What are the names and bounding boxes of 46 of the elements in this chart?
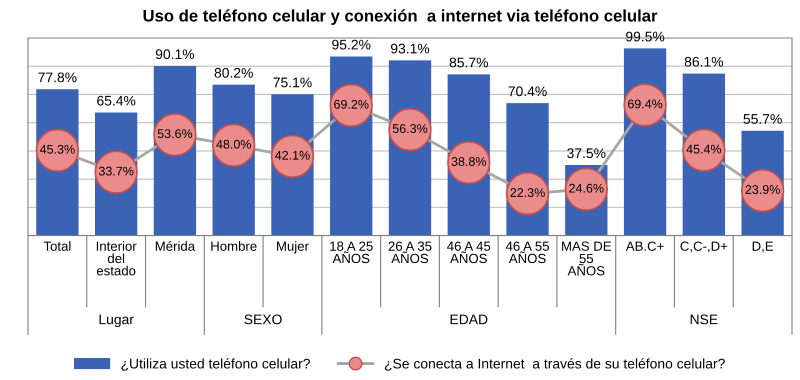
text: SEXO (244, 314, 282, 324)
text: EDAD (450, 314, 488, 324)
x-tick-label: 46 A 45 AÑOS (447, 242, 490, 264)
data-label: 69.2% (334, 100, 369, 109)
data-label: 56.3% (392, 124, 428, 134)
data-label: 22.3% (510, 188, 545, 197)
data-label: 93.1% (390, 44, 430, 54)
data-label: 24.6% (569, 184, 604, 193)
data-label: 80.2% (214, 68, 253, 78)
x-tick-label: 46 A 55 AÑOS (506, 242, 550, 264)
text: Lugar (100, 314, 134, 328)
data-label: 70.4% (508, 86, 547, 96)
x-tick-label: C,C-,D+ (680, 242, 728, 252)
legend-label: ¿Utiliza usted teléfono celular? (121, 358, 310, 371)
data-label: 48.0% (216, 140, 251, 149)
x-tick-label: MAS DE 55 AÑOS (562, 242, 612, 276)
x-tick-label: Mujer (277, 241, 309, 254)
text: NSE (690, 314, 718, 324)
data-label: 99.5% (626, 32, 664, 42)
data-label: 33.7% (98, 166, 134, 176)
data-label: 55.7% (743, 114, 782, 124)
x-tick-label: Total (44, 241, 70, 251)
data-label: 86.1% (684, 56, 724, 67)
x-tick-label: AB.C+ (626, 242, 664, 251)
data-label: 53.6% (158, 129, 192, 138)
data-label: 69.4% (628, 100, 662, 108)
x-tick-label: 18 A 25 AÑOS (330, 242, 373, 264)
data-label: 23.9% (746, 185, 780, 194)
chart-title: Uso de teléfono celular y conexión a internet via teléfono celular (144, 9, 658, 25)
data-label: 37.5% (567, 148, 606, 158)
data-label: 77.8% (38, 72, 77, 82)
x-tick-label: 26 A 35 AÑOS (388, 242, 432, 264)
data-label: 85.7% (450, 58, 488, 68)
data-label: 45.4% (686, 144, 722, 154)
data-label: 95.2% (332, 40, 370, 50)
data-label: 38.8% (452, 157, 486, 166)
x-tick-label: Mérida (156, 241, 196, 251)
data-label: 45.3% (40, 144, 75, 154)
data-label: 65.4% (97, 96, 136, 106)
x-tick-label: Interior del estado (96, 241, 136, 276)
legend-label: ¿Se conecta a Internet a través de su teléfono celular? (384, 358, 725, 371)
data-label: 90.1% (156, 49, 194, 60)
x-tick-label: Hombre (211, 241, 257, 251)
data-label: 42.1% (275, 150, 310, 160)
data-label: 75.1% (273, 78, 312, 88)
x-tick-label: D,E (752, 242, 774, 252)
